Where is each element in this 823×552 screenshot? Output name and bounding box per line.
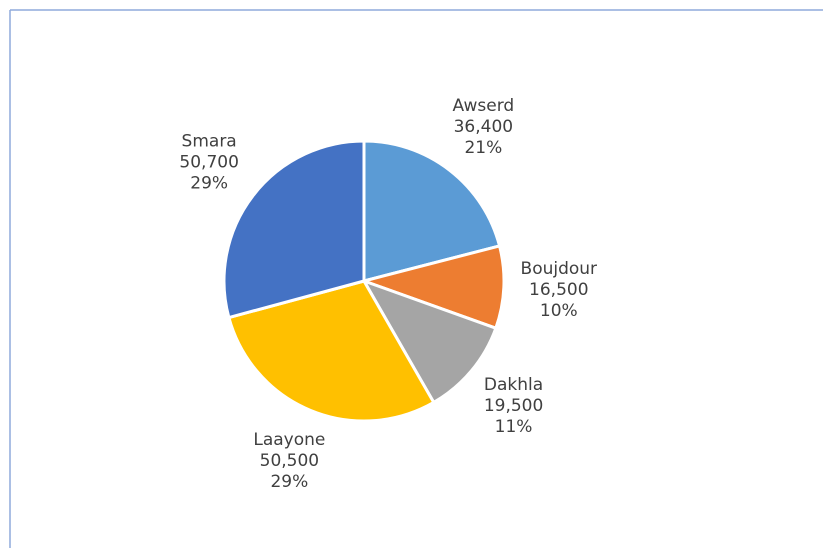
slice-value-label: 50,500	[260, 451, 319, 471]
slice-value-label: 50,700	[179, 152, 238, 172]
slice-value-label: 36,400	[454, 117, 513, 137]
pie-slice	[362, 279, 498, 404]
pie-slice	[362, 244, 506, 330]
slice-category-label: Laayone	[253, 430, 325, 450]
slice-value-label: 19,500	[484, 396, 543, 416]
slice-category-label: Awserd	[453, 96, 515, 116]
slice-percent-label: 10%	[540, 301, 578, 321]
slice-category-label: Boujdour	[521, 259, 598, 279]
slice-category-label: Smara	[182, 131, 237, 151]
pie-slice	[222, 139, 366, 320]
slice-percent-label: 29%	[190, 173, 228, 193]
slice-category-label: Dakhla	[484, 375, 543, 395]
pie-slice	[227, 279, 436, 423]
pie-slice	[362, 139, 502, 283]
slice-percent-label: 29%	[270, 472, 308, 492]
slice-percent-label: 21%	[464, 138, 502, 158]
slice-percent-label: 11%	[495, 417, 533, 437]
slice-value-label: 16,500	[529, 280, 588, 300]
